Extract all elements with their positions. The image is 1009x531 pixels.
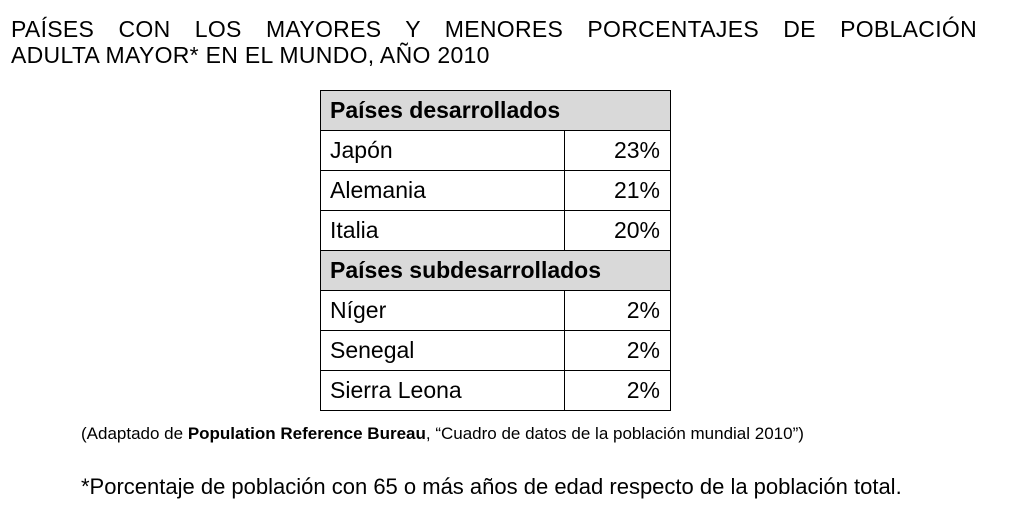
table-row: Senegal 2% [320, 330, 671, 371]
document-title: PAÍSES CON LOS MAYORES Y MENORES PORCENT… [11, 16, 977, 68]
underdeveloped-header: Países subdesarrollados [320, 250, 671, 291]
country-cell: Japón [320, 130, 565, 171]
table-row: Sierra Leona 2% [320, 370, 671, 411]
source-citation: (Adaptado de Population Reference Bureau… [81, 424, 804, 444]
table-row: Alemania 21% [320, 170, 671, 211]
country-cell: Senegal [320, 330, 565, 371]
underdeveloped-header-row: Países subdesarrollados [320, 250, 671, 291]
developed-header-row: Países desarrollados [320, 90, 671, 131]
source-organization: Population Reference Bureau [187, 424, 426, 443]
country-cell: Níger [320, 290, 565, 331]
percent-cell: 2% [564, 370, 671, 411]
title-line-1: PAÍSES CON LOS MAYORES Y MENORES PORCENT… [11, 16, 977, 42]
percent-cell: 21% [564, 170, 671, 211]
table-row: Italia 20% [320, 210, 671, 251]
footnote: *Porcentaje de población con 65 o más añ… [81, 474, 902, 499]
percent-cell: 20% [564, 210, 671, 251]
source-prefix: (Adaptado de [81, 424, 188, 443]
table-row: Japón 23% [320, 130, 671, 171]
source-suffix: , “Cuadro de datos de la población mundi… [425, 424, 804, 443]
percent-cell: 2% [564, 290, 671, 331]
population-table: Países desarrollados Japón 23% Alemania … [320, 90, 671, 411]
country-cell: Alemania [320, 170, 565, 211]
developed-header: Países desarrollados [320, 90, 671, 131]
country-cell: Sierra Leona [320, 370, 565, 411]
title-line-2: ADULTA MAYOR* EN EL MUNDO, AÑO 2010 [11, 42, 490, 68]
table-row: Níger 2% [320, 290, 671, 331]
percent-cell: 2% [564, 330, 671, 371]
country-cell: Italia [320, 210, 565, 251]
percent-cell: 23% [564, 130, 671, 171]
